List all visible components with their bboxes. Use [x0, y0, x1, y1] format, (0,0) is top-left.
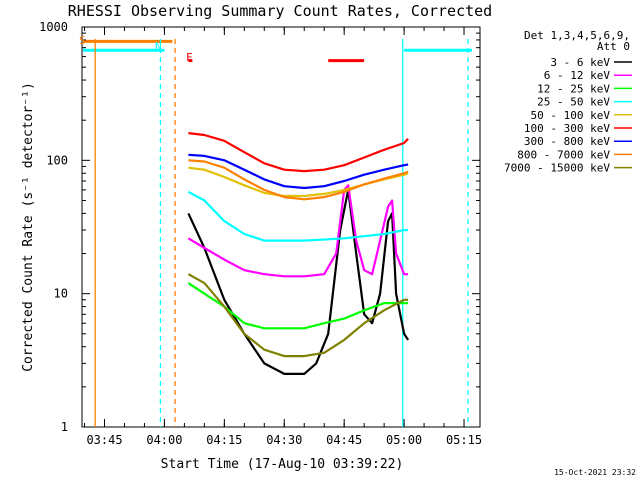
y-tick-label: 100	[46, 153, 68, 167]
x-tick-label: 04:45	[326, 433, 362, 447]
legend-label: 800 - 7000 keV	[517, 148, 610, 161]
vertical-markers	[94, 39, 469, 427]
legend-label: 50 - 100 keV	[531, 109, 611, 122]
state-bars	[83, 39, 473, 63]
legend-label: 100 - 300 keV	[524, 122, 610, 135]
x-tick-label: 05:15	[446, 433, 482, 447]
series-line-0	[187, 188, 410, 375]
y-axis-ticks: 1 10 100 1000	[39, 20, 480, 434]
x-tick-label: 04:30	[266, 433, 302, 447]
x-axis-ticks: 03:45 04:00 04:15 04:30 04:45 05:00 05:15	[84, 27, 482, 447]
legend-label: 7000 - 15000 keV	[504, 162, 610, 175]
plot-frame	[81, 26, 481, 428]
legend-label: 3 - 6 keV	[550, 56, 610, 69]
flag-label-s: S	[79, 34, 86, 47]
x-tick-label: 05:00	[386, 433, 422, 447]
series-line-8	[187, 273, 409, 358]
flag-label-f: F	[186, 51, 193, 64]
series-line-3	[187, 190, 409, 242]
legend-label: 25 - 50 keV	[537, 96, 610, 109]
generated-timestamp: 15-Oct-2021 23:32	[554, 468, 636, 477]
x-axis-title: Start Time (17-Aug-10 03:39:22)	[161, 457, 404, 472]
legend-header-2: Att 0	[597, 40, 630, 53]
series-line-1	[187, 184, 409, 278]
y-axis-title: Corrected Count Rate (s⁻¹ detector⁻¹)	[21, 82, 36, 372]
y-tick-label: 1	[61, 420, 68, 434]
series-line-5	[188, 132, 409, 173]
x-tick-label: 04:00	[146, 433, 182, 447]
legend-label: 6 - 12 keV	[544, 69, 611, 82]
chart-title: RHESSI Observing Summary Count Rates, Co…	[68, 2, 492, 20]
x-tick-label: 04:15	[206, 433, 242, 447]
series-line-7	[188, 159, 409, 201]
series-line-6	[188, 153, 409, 190]
x-tick-label: 03:45	[86, 433, 122, 447]
data-series	[187, 132, 410, 375]
y-tick-label: 10	[54, 287, 68, 301]
flag-label-n: N	[155, 40, 162, 53]
legend-header-1: Det 1,3,4,5,6,9,	[524, 29, 630, 42]
legend-label: 300 - 800 keV	[524, 135, 610, 148]
legend-label: 12 - 25 keV	[537, 82, 610, 95]
y-tick-label: 1000	[39, 20, 68, 34]
